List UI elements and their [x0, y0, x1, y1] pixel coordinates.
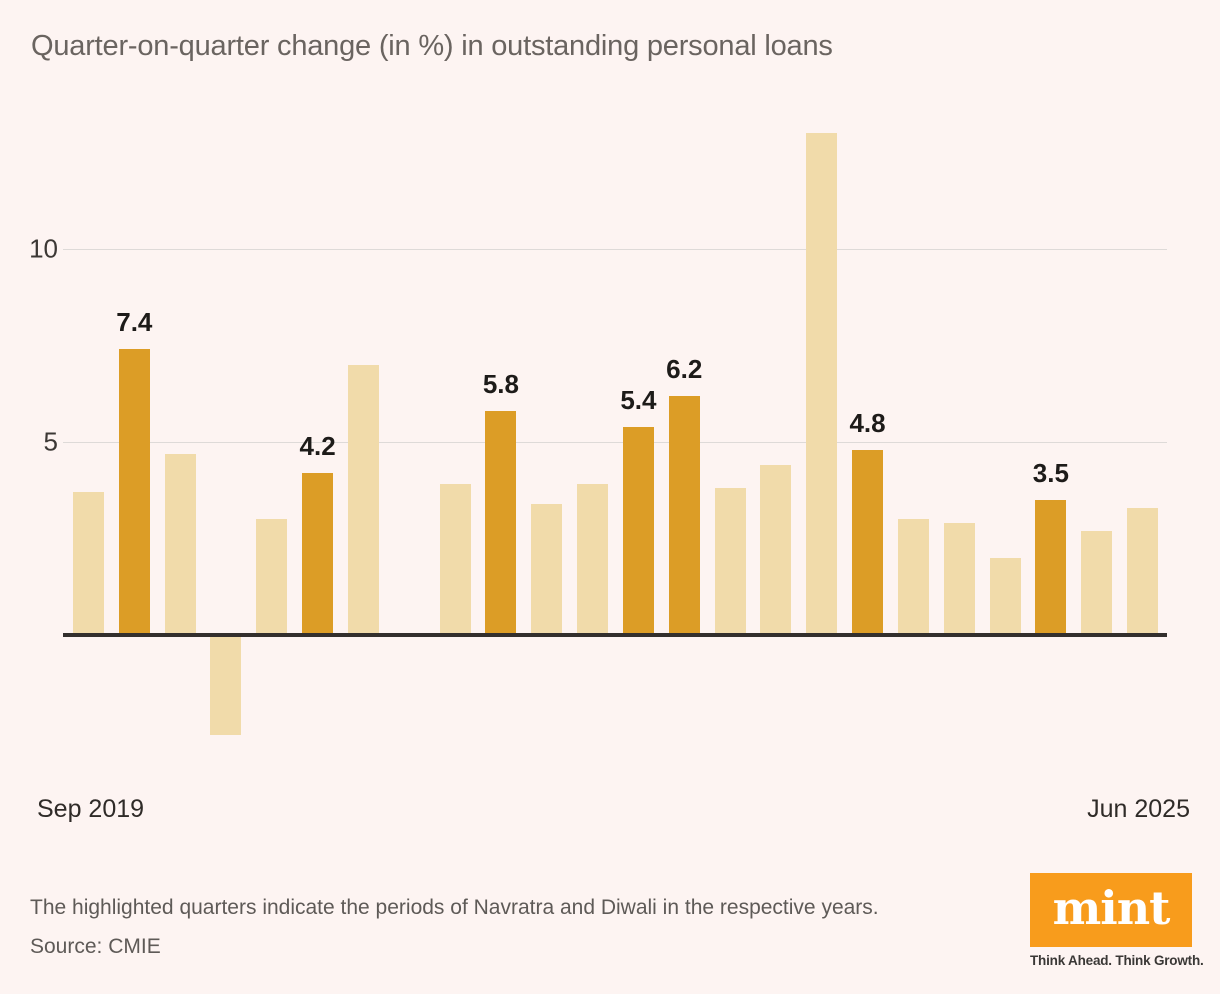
x-axis-label-end: Jun 2025 [1087, 795, 1190, 823]
mint-logo-box: mint [1030, 873, 1192, 947]
bar-jun-2022 [577, 484, 609, 635]
bar-sep-2019 [73, 492, 104, 635]
source: Source: CMIE [30, 935, 161, 958]
bar-label-dec-2023: 4.8 [849, 407, 886, 438]
bar-jun-2025 [1127, 507, 1158, 635]
bar-sep-2024 [989, 557, 1021, 635]
bar-mar-2025 [1081, 530, 1113, 635]
x-axis-baseline [63, 633, 1167, 637]
bar-mar-2024 [897, 519, 929, 635]
mint-logo-text: mint [1052, 881, 1171, 935]
bar-jun-2023 [760, 465, 792, 635]
bar-dec-2024 [1035, 499, 1067, 635]
bar-dec-2022 [668, 395, 700, 635]
footnote: The highlighted quarters indicate the pe… [30, 896, 879, 919]
bar-label-dec-2019: 7.4 [116, 307, 153, 338]
bar-sep-2023 [806, 133, 838, 635]
bar-dec-2021 [485, 411, 517, 635]
bar-dec-2023 [852, 449, 884, 635]
bar-mar-2023 [714, 488, 746, 635]
mint-logo-tagline: Think Ahead. Think Growth. [1030, 953, 1204, 968]
x-axis-label-start: Sep 2019 [37, 795, 145, 823]
bar-mar-2020 [164, 453, 196, 635]
bar-sep-2020 [256, 519, 288, 635]
chart-title: Quarter-on-quarter change (in %) in outs… [31, 30, 833, 62]
y-tick-10: 10 [29, 233, 58, 264]
gridline-10 [63, 249, 1167, 250]
bar-mar-2022 [531, 503, 563, 635]
bar-mar-2021 [347, 364, 379, 635]
bar-sep-2021 [439, 484, 471, 635]
bar-label-sep-2022: 5.4 [620, 384, 657, 415]
bar-label-dec-2024: 3.5 [1032, 457, 1069, 488]
y-tick-5: 5 [43, 426, 58, 457]
bar-label-dec-2021: 5.8 [482, 369, 519, 400]
gridline-5 [63, 442, 1167, 443]
bar-dec-2020 [302, 472, 334, 635]
bar-label-dec-2020: 4.2 [299, 430, 336, 461]
bar-jun-2020 [210, 635, 242, 736]
bar-sep-2022 [622, 426, 654, 635]
bar-dec-2019 [118, 349, 150, 635]
bar-label-dec-2022: 6.2 [666, 353, 703, 384]
bar-jun-2024 [943, 523, 975, 635]
mint-logo: mint Think Ahead. Think Growth. [1030, 873, 1204, 968]
